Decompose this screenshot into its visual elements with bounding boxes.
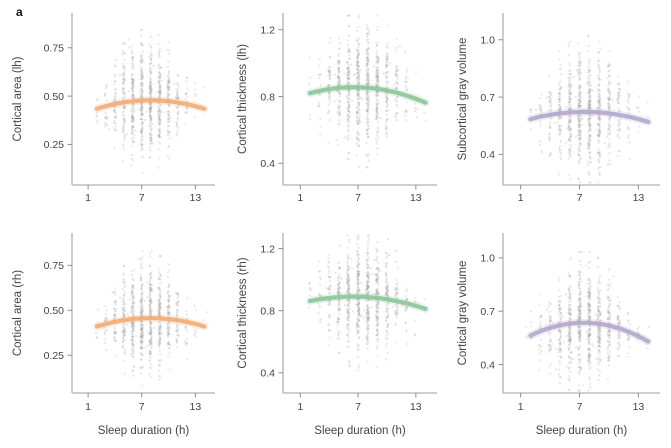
fit-curve xyxy=(94,316,207,329)
x-tick-label: 1 xyxy=(85,192,91,204)
scatter-points xyxy=(528,34,649,184)
panel-subcortical-gray-volume: 0.4 0.7 1.0 1 7 13 Subcortical gray volume xyxy=(450,0,671,224)
x-tick-label: 7 xyxy=(577,192,583,204)
y-tick-label: 0.4 xyxy=(480,359,495,371)
y-tick-label: 0.7 xyxy=(480,92,495,104)
y-tick-label: 0.25 xyxy=(44,350,65,362)
y-axis-label: Cortical area (rh) xyxy=(12,270,24,356)
plot-svg: 0.4 0.7 1.0 1 7 13 Subcortical gray volume xyxy=(457,13,660,204)
y-tick-label: 0.4 xyxy=(260,158,275,170)
panel-cortical-thickness-rh: 0.4 0.8 1.2 1 7 13 Cortical thickness (rh) Slee… xyxy=(230,224,450,448)
y-tick-label: 0.4 xyxy=(260,368,275,380)
x-tick-label: 13 xyxy=(633,192,645,204)
y-tick-label: 0.75 xyxy=(44,260,65,272)
y-axis-label: Cortical thickness (rh) xyxy=(237,257,249,368)
x-tick-label: 1 xyxy=(85,401,91,413)
x-tick-label: 7 xyxy=(139,192,145,204)
fit-curve xyxy=(528,109,651,124)
fit-curve xyxy=(307,294,428,311)
y-axis-label: Cortical gray volume xyxy=(457,261,469,366)
y-tick-label: 0.25 xyxy=(44,139,65,151)
x-axis-label: Sleep duration (h) xyxy=(98,425,190,437)
x-tick-label: 13 xyxy=(189,192,201,204)
x-tick-label: 1 xyxy=(297,192,303,204)
y-axis-label: Cortical thickness (lh) xyxy=(237,44,249,154)
fit-curve xyxy=(528,320,651,344)
fit-curve xyxy=(307,85,428,105)
plot-svg: 0.4 0.7 1.0 1 7 13 Cortical gray volume Sleep d… xyxy=(457,233,660,437)
y-tick-label: 1.0 xyxy=(480,253,495,265)
y-tick-label: 0.8 xyxy=(260,91,275,103)
x-tick-label: 13 xyxy=(410,192,422,204)
y-tick-label: 0.8 xyxy=(260,305,275,317)
x-axis-label: Sleep duration (h) xyxy=(536,425,628,437)
panel-cortical-gray-volume: 0.4 0.7 1.0 1 7 13 Cortical gray volume Sleep d… xyxy=(450,224,671,448)
panel-label-a: a xyxy=(16,5,23,19)
x-tick-label: 13 xyxy=(410,401,422,413)
scatter-points xyxy=(525,250,650,392)
x-tick-label: 13 xyxy=(633,401,645,413)
scatter-points xyxy=(95,28,206,174)
y-axis-label: Cortical area (lh) xyxy=(12,56,24,141)
plot-svg: 0.4 0.8 1.2 1 7 13 Cortical thickness (lh) xyxy=(237,13,437,204)
panel-cortical-thickness-lh: 0.4 0.8 1.2 1 7 13 Cortical thickness (lh) xyxy=(230,0,450,224)
plot-svg: 0.25 0.50 0.75 1 7 13 Cortical area (rh) Sleep … xyxy=(12,233,215,437)
panel-cortical-area-lh: 0.25 0.50 0.75 1 7 13 Cortical area (lh) xyxy=(0,0,230,224)
y-axis-label: Subcortical gray volume xyxy=(457,38,469,161)
x-tick-label: 7 xyxy=(355,401,361,413)
y-tick-label: 1.2 xyxy=(260,243,275,255)
plot-svg: 0.25 0.50 0.75 1 7 13 Cortical area (lh) xyxy=(12,13,215,204)
y-tick-label: 0.4 xyxy=(480,149,495,161)
x-tick-label: 1 xyxy=(518,401,524,413)
x-tick-label: 7 xyxy=(577,401,583,413)
plot-svg: 0.4 0.8 1.2 1 7 13 Cortical thickness (rh) Slee… xyxy=(237,233,437,437)
scatter-points xyxy=(307,234,428,372)
x-tick-label: 1 xyxy=(297,401,303,413)
x-tick-label: 1 xyxy=(518,192,524,204)
x-tick-label: 13 xyxy=(189,401,201,413)
y-tick-label: 0.75 xyxy=(44,43,65,55)
x-tick-label: 7 xyxy=(139,401,145,413)
y-tick-label: 1.0 xyxy=(480,35,495,47)
x-tick-label: 7 xyxy=(355,192,361,204)
panel-cortical-area-rh: 0.25 0.50 0.75 1 7 13 Cortical area (rh) Sleep … xyxy=(0,224,230,448)
y-tick-label: 1.2 xyxy=(260,24,275,36)
fit-curve xyxy=(94,98,207,111)
x-axis-label: Sleep duration (h) xyxy=(314,425,406,437)
y-tick-label: 0.50 xyxy=(44,305,65,317)
y-tick-label: 0.50 xyxy=(44,91,65,103)
y-tick-label: 0.7 xyxy=(480,306,495,318)
